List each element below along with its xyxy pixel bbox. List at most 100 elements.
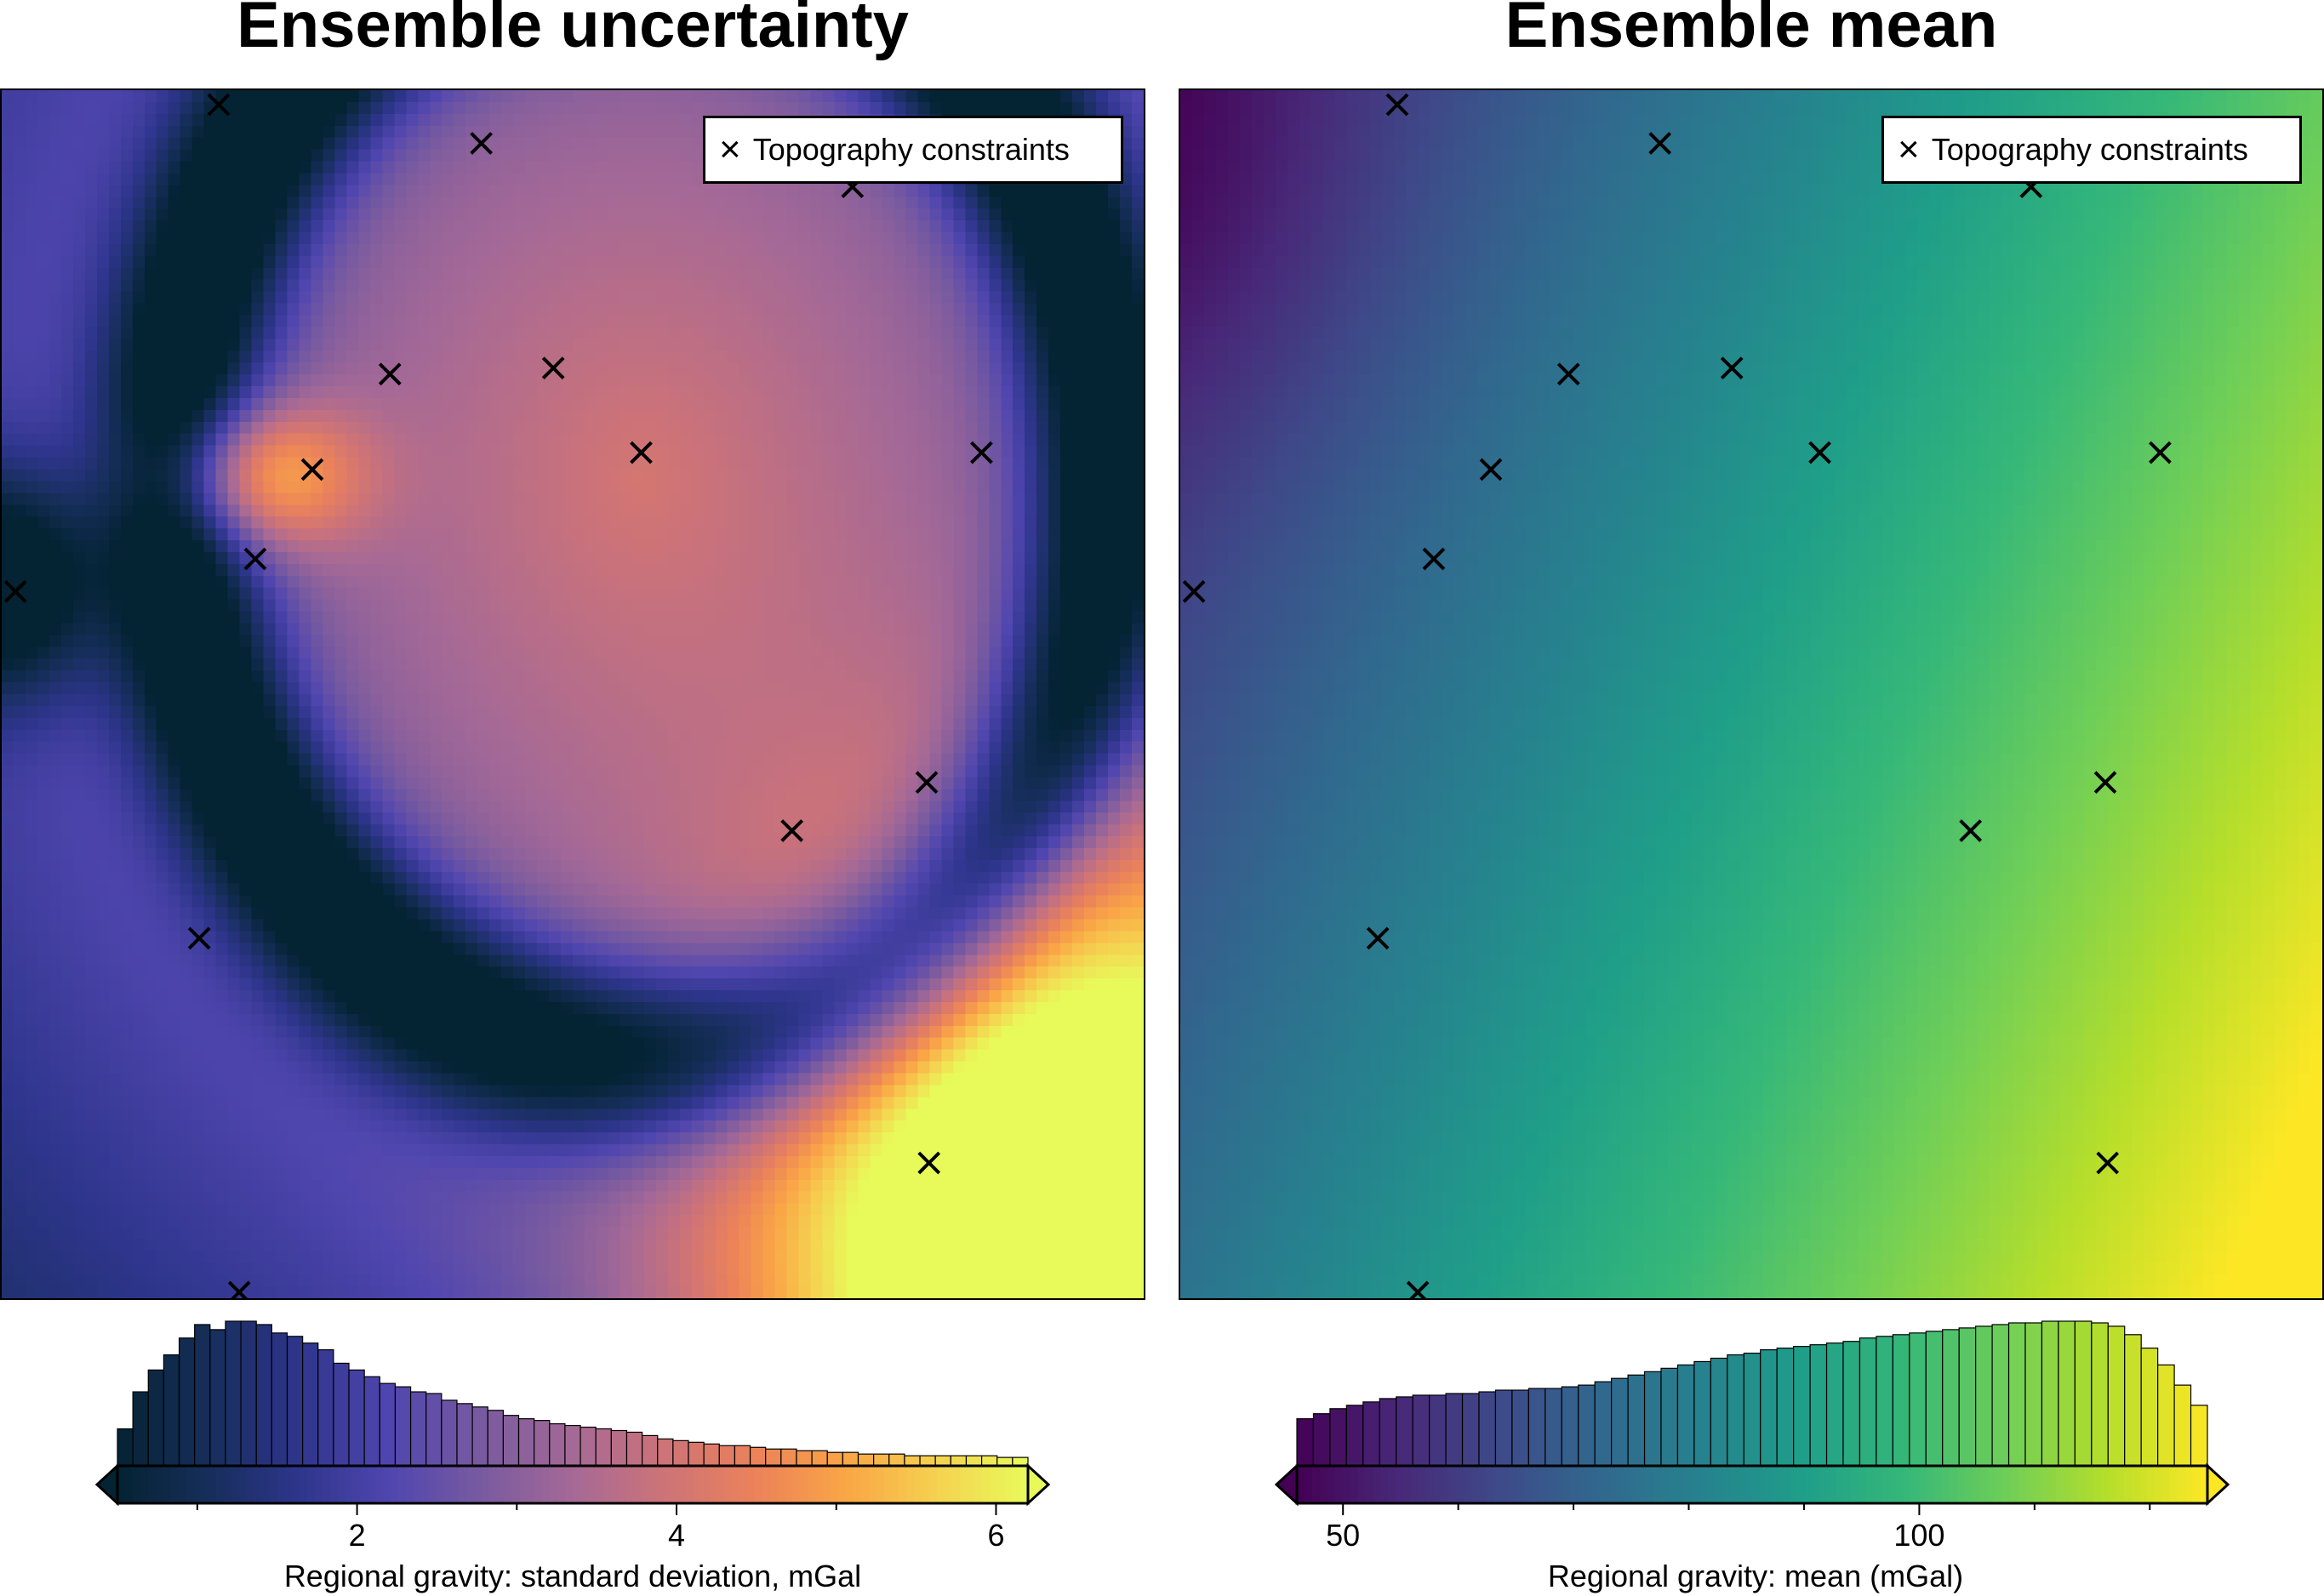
uncertainty-color-strip [428, 1466, 437, 1503]
mean-color-strip [1949, 1466, 1958, 1503]
uncertainty-hist-bar-13 [302, 1342, 319, 1467]
uncertainty-color-strip [656, 1466, 665, 1503]
uncertainty-color-strip [208, 1466, 217, 1503]
constraint-marker-1 [1385, 93, 1409, 117]
mean-color-strip [1774, 1466, 1784, 1503]
uncertainty-hist-bar-14 [317, 1349, 334, 1467]
mean-hist-bar-8 [1412, 1394, 1430, 1467]
constraint-marker-2 [1648, 132, 1672, 155]
uncertainty-color-strip [436, 1466, 445, 1503]
constraint-marker-14 [2096, 1151, 2120, 1175]
uncertainty-color-strip [292, 1466, 300, 1503]
mean-color-strip [1555, 1466, 1563, 1503]
uncertainty-color-strip [261, 1466, 271, 1503]
uncertainty-color-strip [413, 1466, 422, 1503]
mean-hist-bar-4 [1345, 1405, 1364, 1467]
uncertainty-hist-bar-29 [549, 1422, 566, 1467]
mean-hist-bar-37 [1892, 1334, 1910, 1467]
constraint-marker-2 [470, 132, 494, 155]
uncertainty-color-strip [215, 1466, 225, 1503]
mean-hist-bar-26 [1710, 1357, 1728, 1467]
constraint-marker-13 [1366, 926, 1390, 950]
uncertainty-color-strip [610, 1466, 620, 1503]
uncertainty-color-strip [360, 1466, 369, 1503]
mean-legend: × Topography constraints [1881, 116, 2302, 184]
uncertainty-color-strip [534, 1466, 544, 1503]
uncertainty-color-strip [482, 1466, 490, 1503]
mean-color-strip [1433, 1466, 1442, 1503]
uncertainty-color-strip [201, 1466, 209, 1503]
mean-color-strip [1532, 1466, 1541, 1503]
mean-color-strip [2200, 1466, 2208, 1503]
mean-color-strip [1600, 1466, 1609, 1503]
mean-color-strip [1676, 1466, 1685, 1503]
mean-color-strip [1987, 1466, 1996, 1503]
mean-hist-bar-50 [2107, 1325, 2126, 1467]
mean-color-strip [2070, 1466, 2080, 1503]
uncertainty-color-strip [300, 1466, 308, 1503]
mean-color-strip [1410, 1466, 1419, 1503]
mean-color-strip [2161, 1466, 2171, 1503]
uncertainty-tick-label-2: 4 [668, 1518, 685, 1553]
uncertainty-hist-bar-16 [348, 1369, 365, 1467]
uncertainty-color-strip [1005, 1466, 1014, 1503]
mean-color-strip [1441, 1466, 1450, 1503]
mean-colorbar-graphic: 50 100 [1274, 1320, 2230, 1553]
mean-color-strip [2055, 1466, 2064, 1503]
mean-color-strip [1342, 1466, 1351, 1503]
uncertainty-hist-bar-56 [965, 1455, 983, 1467]
uncertainty-color-strip [186, 1466, 194, 1503]
mean-color-strip [1350, 1466, 1359, 1503]
mean-color-strip [1448, 1466, 1458, 1503]
mean-color-strip [2010, 1466, 2019, 1503]
uncertainty-color-strip [747, 1466, 756, 1503]
constraint-marker-9 [1422, 547, 1446, 571]
mean-color-strip [2131, 1466, 2140, 1503]
uncertainty-color-strip [573, 1466, 581, 1503]
uncertainty-hist-bar-44 [780, 1448, 797, 1467]
mean-color-strip [1759, 1466, 1768, 1503]
uncertainty-hist-bar-11 [271, 1332, 288, 1467]
uncertainty-color-strip [694, 1466, 703, 1503]
uncertainty-extend-high-triangle [1026, 1462, 1051, 1507]
mean-hist-bar-31 [1793, 1346, 1811, 1467]
mean-color-strip [1479, 1466, 1487, 1503]
uncertainty-color-strip [352, 1466, 362, 1503]
mean-color-strip [1327, 1466, 1336, 1503]
mean-hist-bar-38 [1909, 1332, 1927, 1467]
uncertainty-hist-bar-32 [595, 1428, 612, 1467]
mean-color-strip [2018, 1466, 2026, 1503]
mean-hist-bar-43 [1991, 1324, 2010, 1467]
uncertainty-color-strip [944, 1466, 953, 1503]
mean-hist-bar-20 [1611, 1377, 1629, 1467]
mean-color-strip [2093, 1466, 2102, 1503]
uncertainty-color-strip [322, 1466, 331, 1503]
mean-color-strip [1357, 1466, 1367, 1503]
mean-color-strip [1615, 1466, 1625, 1503]
uncertainty-hist-bar-26 [502, 1415, 520, 1467]
mean-color-strip [1797, 1466, 1807, 1503]
uncertainty-hist-bar-18 [379, 1382, 397, 1467]
constraint-marker-6 [630, 441, 653, 465]
uncertainty-legend: × Topography constraints [703, 116, 1123, 184]
uncertainty-color-strip [231, 1466, 240, 1503]
mean-raster [1180, 90, 2322, 1298]
uncertainty-hist-bar-52 [904, 1455, 921, 1467]
uncertainty-color-strip [368, 1466, 376, 1503]
mean-color-strip [1539, 1466, 1549, 1503]
uncertainty-color-strip [306, 1466, 316, 1503]
mean-color-strip [2184, 1466, 2193, 1503]
uncertainty-hist-bar-41 [734, 1445, 751, 1467]
mean-color-strip [1881, 1466, 1890, 1503]
uncertainty-color-strip [329, 1466, 339, 1503]
constraint-marker-4 [378, 362, 402, 386]
uncertainty-hist-bar-34 [625, 1431, 643, 1467]
uncertainty-color-strip [777, 1466, 786, 1503]
constraint-marker-15 [227, 1280, 251, 1298]
uncertainty-color-strip [891, 1466, 900, 1503]
uncertainty-hist-bar-1 [117, 1428, 134, 1467]
uncertainty-color-strip [823, 1466, 831, 1503]
mean-extend-low-triangle [1274, 1462, 1299, 1507]
mean-hist-bar-18 [1578, 1384, 1596, 1467]
mean-color-strip [1334, 1466, 1344, 1503]
